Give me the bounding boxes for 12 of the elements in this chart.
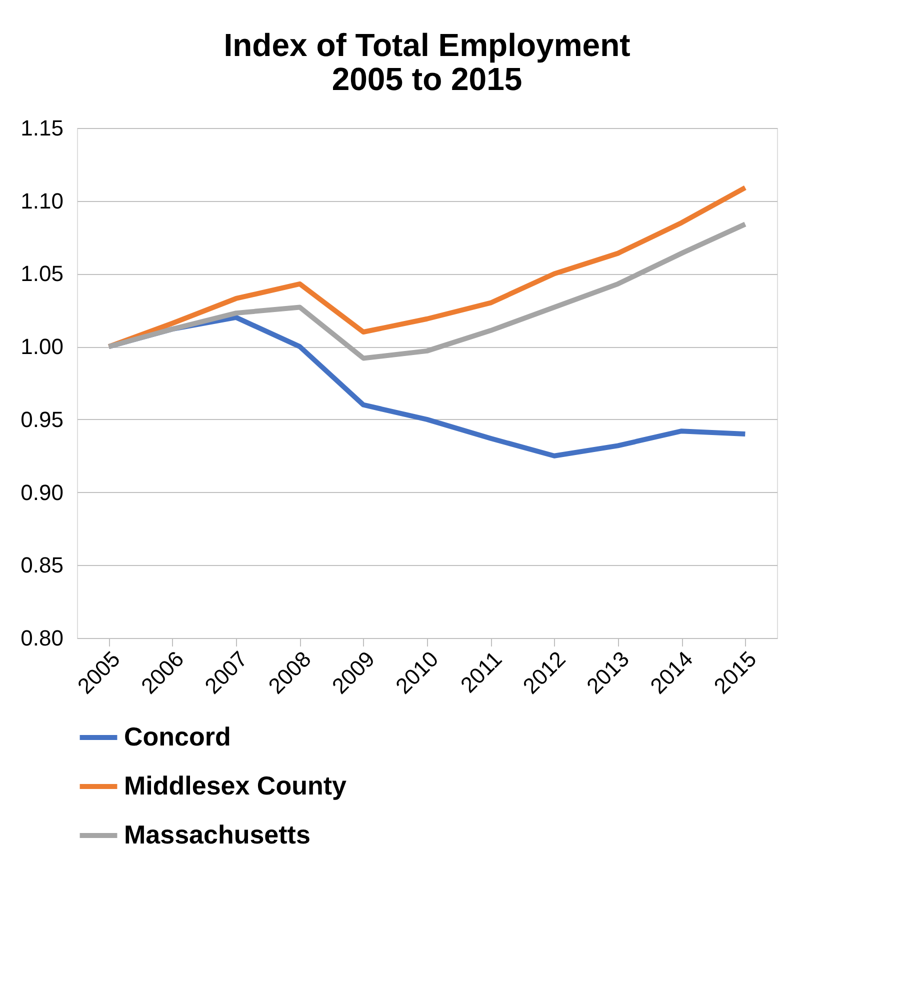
- y-tick-label: 0.85: [20, 552, 64, 578]
- y-tick-label: 1.15: [20, 116, 64, 140]
- chart-title: Index of Total Employment 2005 to 2015: [224, 27, 631, 97]
- legend-label: Concord: [124, 722, 231, 752]
- legend-label: Massachusetts: [124, 820, 310, 850]
- y-tick-label: 1.05: [20, 261, 64, 286]
- y-tick-label: 0.80: [20, 626, 64, 650]
- legend-label: Middlesex County: [124, 770, 348, 800]
- y-tick-label: 1.10: [20, 188, 64, 214]
- y-tick-label: 1.00: [20, 334, 64, 360]
- y-tick-label: 0.95: [20, 406, 64, 432]
- y-tick-label: 0.90: [20, 480, 64, 505]
